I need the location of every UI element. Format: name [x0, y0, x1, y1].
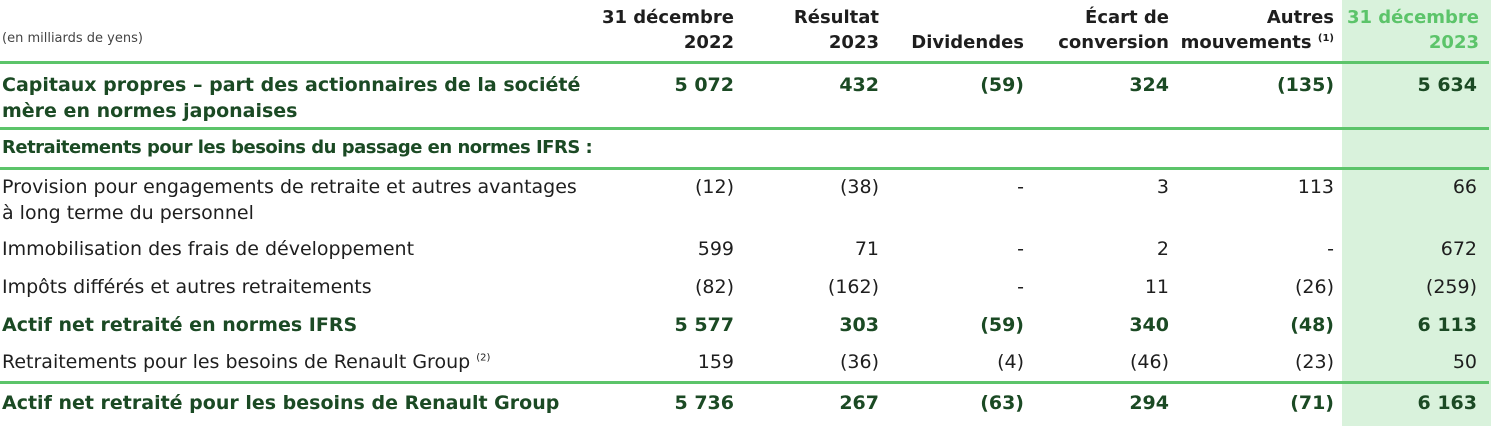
table-row: Provision pour engagements de retraite e…: [0, 168, 1489, 230]
cell-value: (71): [1290, 391, 1334, 414]
cell-value: (259): [1425, 276, 1477, 298]
cell-value: 672: [1440, 238, 1477, 260]
cell-value: -: [1017, 175, 1024, 198]
footnote-ref-2: (2): [476, 352, 491, 364]
cell-value: (59): [980, 314, 1024, 336]
cell-value: (135): [1276, 73, 1334, 96]
cell-value: 50: [1452, 351, 1477, 374]
table-row: Impôts différés et autres retraitements …: [0, 268, 1489, 306]
footnote-ref-1: (1): [1317, 32, 1334, 44]
unit-label: (en milliards de yens): [2, 30, 143, 46]
header-dec-2022: 31 décembre 2022: [601, 6, 734, 53]
cell-value: 267: [839, 391, 879, 414]
header-result-2023: Résultat 2023: [793, 6, 879, 53]
cell-value: (38): [839, 175, 879, 198]
section-row: Retraitements pour les besoins du passag…: [0, 128, 1489, 168]
cell-value: (48): [1290, 314, 1334, 336]
table-row: Immobilisation des frais de développemen…: [0, 230, 1489, 268]
table-row: Actif net retraité en normes IFRS 5 577 …: [0, 306, 1489, 344]
cell-value: 432: [839, 73, 879, 96]
cell-value: (82): [694, 276, 734, 298]
cell-value: 71: [854, 238, 879, 260]
row-label: Impôts différés et autres retraitements: [2, 276, 372, 298]
cell-value: 6 113: [1417, 314, 1478, 336]
cell-value: 66: [1452, 175, 1477, 198]
cell-value: (23): [1294, 351, 1334, 374]
cell-value: (46): [1129, 351, 1169, 374]
header-row: (en milliards de yens) 31 décembre 2022 R…: [0, 0, 1489, 62]
cell-value: 159: [697, 351, 734, 374]
cell-value: 6 163: [1417, 391, 1478, 414]
cell-value: 11: [1144, 276, 1169, 298]
header-conversion: Écart de conversion: [1058, 6, 1169, 53]
cell-value: (162): [827, 276, 879, 298]
table-row: Retraitements pour les besoins de Renaul…: [0, 344, 1489, 382]
cell-value: 5 634: [1417, 73, 1478, 96]
cell-value: (4): [997, 351, 1024, 374]
cell-value: 5 577: [674, 314, 735, 336]
cell-value: 340: [1129, 314, 1169, 336]
section-label: Retraitements pour les besoins du passag…: [2, 137, 593, 158]
cell-value: -: [1327, 238, 1334, 260]
cell-value: (63): [980, 391, 1024, 414]
row-label: Immobilisation des frais de développemen…: [2, 238, 415, 260]
cell-value: 3: [1156, 175, 1169, 198]
header-other-movements: Autres mouvements (1): [1180, 6, 1334, 53]
cell-empty: [1340, 128, 1489, 168]
table-row: Capitaux propres – part des actionnaires…: [0, 62, 1489, 128]
cell-value: (59): [980, 73, 1024, 96]
cell-value: (36): [839, 351, 879, 374]
cell-value: 599: [697, 238, 734, 260]
row-label: Capitaux propres – part des actionnaires…: [2, 73, 581, 122]
row-label: Retraitements pour les besoins de Renaul…: [2, 351, 491, 374]
cell-value: -: [1017, 238, 1024, 260]
row-label: Actif net retraité pour les besoins de R…: [2, 391, 560, 414]
header-dividends: Dividendes: [911, 31, 1024, 53]
cell-value: (26): [1294, 276, 1334, 298]
row-label: Actif net retraité en normes IFRS: [2, 314, 358, 336]
cell-value: -: [1017, 276, 1024, 298]
cell-value: 303: [839, 314, 879, 336]
cell-value: 113: [1297, 175, 1334, 198]
cell-value: 5 736: [674, 391, 735, 414]
cell-value: 294: [1129, 391, 1169, 414]
cell-value: 324: [1129, 73, 1169, 96]
table-row: Actif net retraité pour les besoins de R…: [0, 382, 1489, 422]
row-label: Provision pour engagements de retraite e…: [2, 175, 577, 224]
cell-value: 5 072: [674, 73, 735, 96]
highlight-column-background: [1342, 0, 1491, 426]
cell-value: (12): [694, 175, 734, 198]
cell-value: 2: [1156, 238, 1169, 260]
header-dec-2023: 31 décembre 2023: [1346, 6, 1479, 53]
